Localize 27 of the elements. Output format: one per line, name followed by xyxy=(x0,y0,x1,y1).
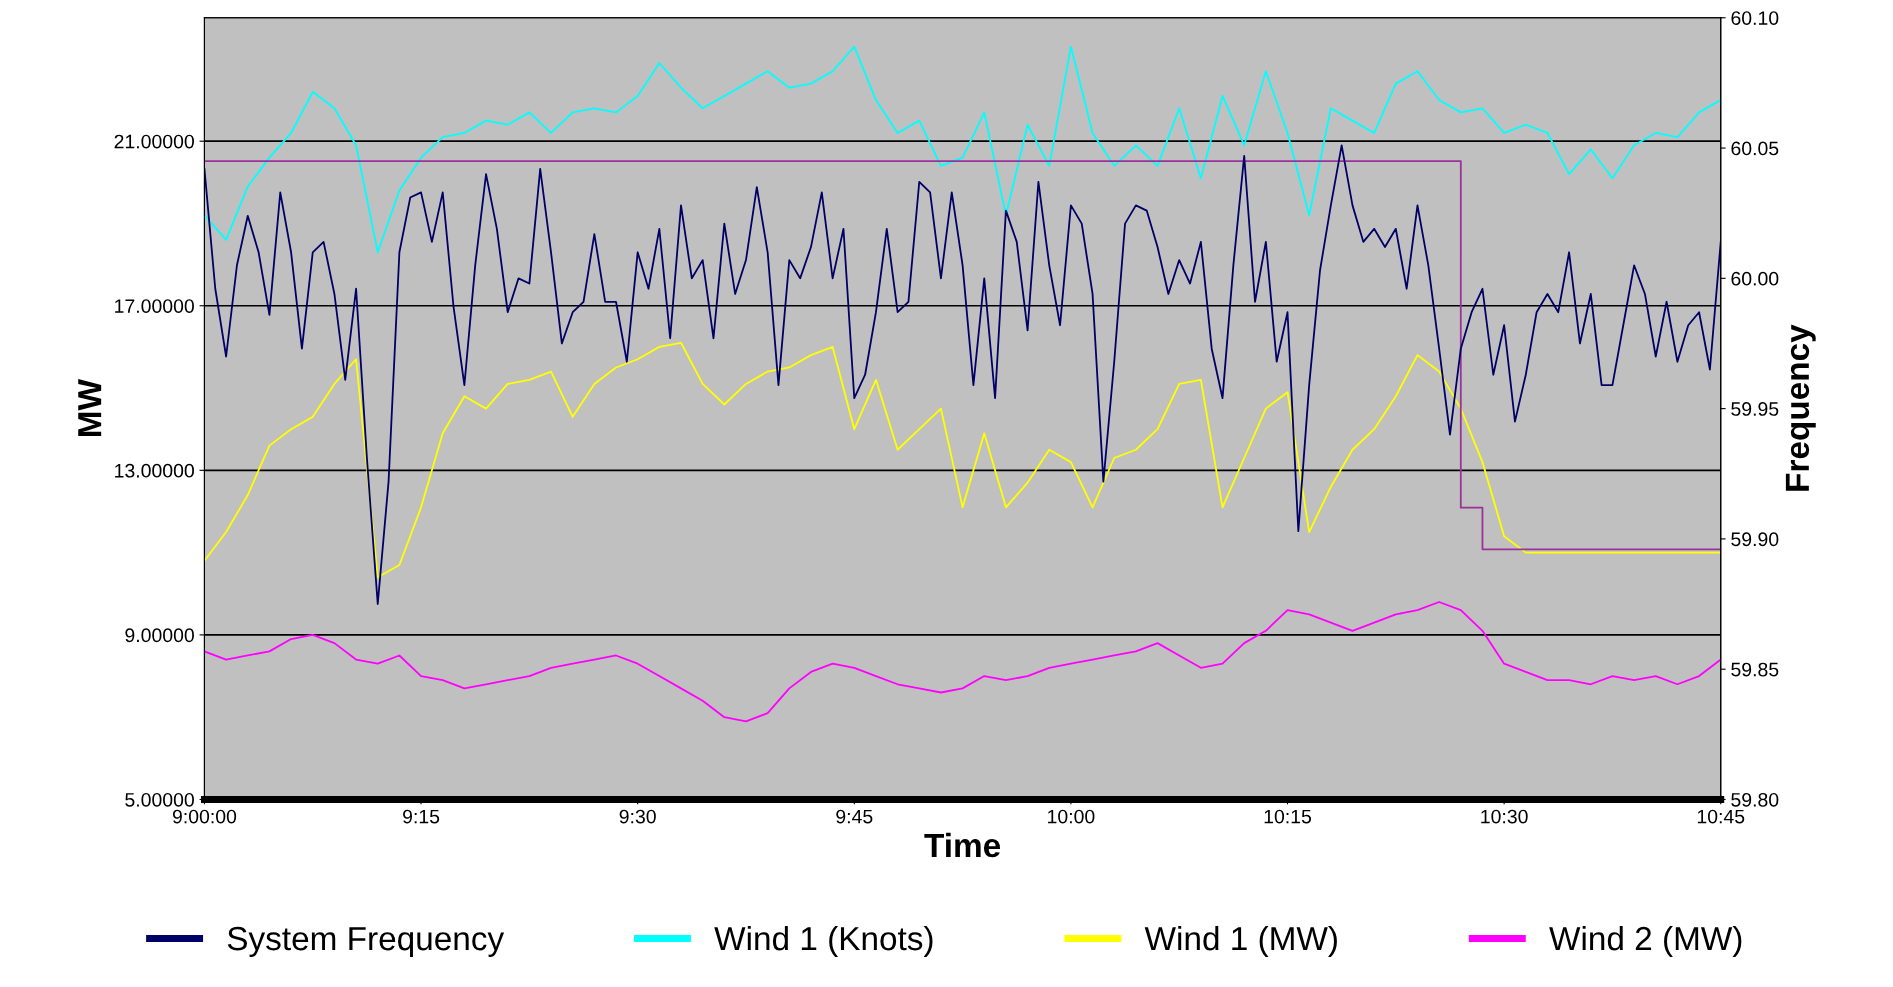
y-tick-label: 21.00000 xyxy=(114,134,194,149)
legend-label: Wind 2 (MW) xyxy=(1549,925,1742,957)
x-tick-label: 9:00:00 xyxy=(172,809,237,824)
x-tick-label: 9:15 xyxy=(403,809,440,824)
x-axis-title: Time xyxy=(924,832,1001,858)
legend-label: System Frequency xyxy=(227,926,505,957)
y2-tick-label: 59.95 xyxy=(1731,402,1779,416)
x-tick-label: 9:30 xyxy=(619,809,656,824)
y2-axis-title: Frequency xyxy=(1785,324,1816,491)
y-axis-title: MW xyxy=(78,379,102,436)
y-tick-label: 17.00000 xyxy=(115,299,194,313)
x-tick-label: 9:45 xyxy=(836,809,873,824)
y2-tick-label: 60.05 xyxy=(1731,141,1779,156)
x-tick-label: 10:45 xyxy=(1697,809,1745,824)
y2-tick-label: 60.10 xyxy=(1731,11,1779,25)
y-tick-label: 9.00000 xyxy=(125,628,194,643)
x-tick-label: 10:00 xyxy=(1048,809,1095,824)
y2-tick-label: 60.00 xyxy=(1731,271,1779,286)
y2-tick-label: 59.80 xyxy=(1731,792,1779,807)
y2-tick-label: 59.90 xyxy=(1731,532,1779,547)
legend-label: Wind 1 (Knots) xyxy=(714,925,933,957)
legend-label: Wind 1 (MW) xyxy=(1144,925,1337,957)
x-tick-label: 10:15 xyxy=(1264,809,1312,824)
y-tick-label: 5.00000 xyxy=(125,792,194,807)
y-tick-label: 13.00000 xyxy=(115,463,194,478)
y2-tick-label: 59.85 xyxy=(1731,662,1779,677)
x-tick-label: 10:30 xyxy=(1481,809,1528,824)
